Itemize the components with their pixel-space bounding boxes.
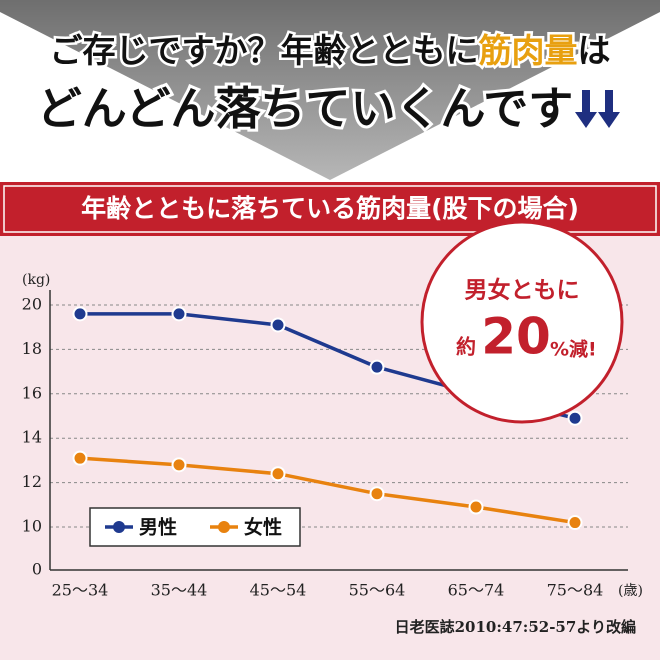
x-tick-label: 25〜34 <box>52 581 109 600</box>
data-point <box>171 306 187 322</box>
data-point <box>369 359 385 375</box>
x-tick-label: 45〜54 <box>250 581 307 600</box>
x-tick-label: 55〜64 <box>349 581 406 600</box>
y-unit: (kg) <box>22 272 50 288</box>
data-point <box>567 515 583 531</box>
x-tick-label: 65〜74 <box>448 581 505 600</box>
y-tick-label: 10 <box>22 517 42 536</box>
legend-label: 女性 <box>244 516 282 539</box>
badge <box>420 220 624 424</box>
x-tick-label: 35〜44 <box>151 581 208 600</box>
y-tick-label: 16 <box>22 383 42 402</box>
down-arrows <box>575 90 620 128</box>
y-tick-label: 18 <box>22 339 42 358</box>
y-tick-label: 20 <box>22 295 42 314</box>
legend-dot <box>218 521 230 533</box>
badge-number: 20 <box>481 308 551 366</box>
badge-line1: 男女ともに <box>465 277 580 304</box>
y-tick-label: 14 <box>22 428 42 447</box>
data-point <box>468 499 484 515</box>
data-point <box>171 457 187 473</box>
data-point <box>72 450 88 466</box>
y-tick-label: 12 <box>22 472 42 491</box>
data-point <box>270 317 286 333</box>
data-point <box>72 306 88 322</box>
data-point <box>369 486 385 502</box>
badge-suffix: %減! <box>550 338 597 361</box>
x-unit: (歳) <box>618 583 643 599</box>
badge-prefix: 約 <box>456 335 476 359</box>
legend-dot <box>113 521 125 533</box>
legend-label: 男性 <box>139 516 177 539</box>
data-point <box>567 410 583 426</box>
series-line <box>79 456 576 525</box>
data-point <box>270 466 286 482</box>
headline-2: どんどん落ちていくんです <box>37 82 573 135</box>
x-tick-label: 75〜84 <box>547 581 604 600</box>
headline-1: ご存じですか？年齢とともに筋肉量は <box>50 31 611 70</box>
y-tick-label: 0 <box>32 560 42 579</box>
banner-border <box>3 185 657 233</box>
source: 日老医誌2010:47:52-57より改編 <box>395 618 636 636</box>
chart-title: 年齢とともに落ちている筋肉量(股下の場合) <box>81 194 579 223</box>
header-chevron <box>0 0 660 180</box>
